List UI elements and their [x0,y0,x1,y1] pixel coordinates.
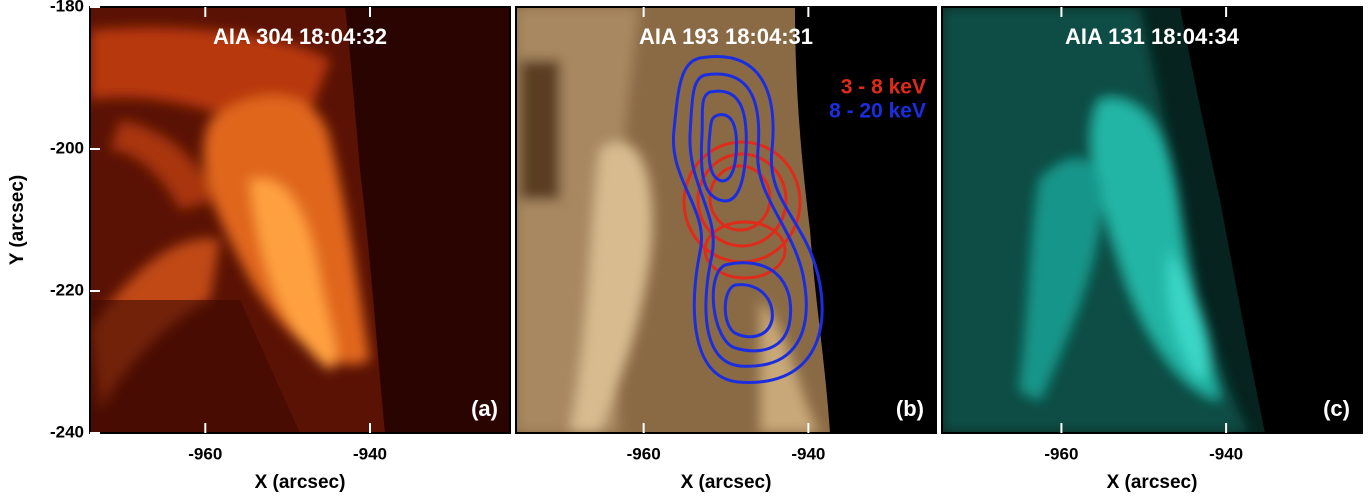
frames [89,6,1363,434]
image-aia193 [516,7,936,433]
contours [671,55,824,384]
contour [688,72,808,368]
frame [515,6,937,434]
x-tick-label: -960 [1044,444,1078,463]
frame [941,6,1363,434]
x-axis-label: X (arcsec) [1107,472,1198,493]
panel-title: AIA 131 18:04:34 [1065,24,1240,49]
image-aia304 [90,7,510,433]
contour [699,89,748,203]
y-axis-label: Y (arcsec) [7,175,28,266]
contour [696,152,788,248]
contour [703,220,787,280]
panel-label: (c) [1323,396,1350,421]
panel-title: AIA 304 18:04:32 [213,24,387,49]
panel-label: (b) [896,396,924,421]
panel-title: AIA 193 18:04:31 [639,24,813,49]
panel-label: (a) [471,396,498,421]
x-tick-label: -940 [353,444,387,463]
x-tick-label: -960 [188,444,222,463]
contour [723,283,774,339]
x-axis-label: X (arcsec) [255,472,346,493]
x-tick-label: -940 [791,444,825,463]
image-aia131 [942,7,1362,433]
legend-entry: 3 - 8 keV [841,76,926,99]
y-tick-label: -220 [50,280,84,299]
y-tick-label: -240 [50,422,84,441]
x-axis-label: X (arcsec) [681,472,772,493]
contour [671,55,824,384]
y-tick-label: -180 [50,0,84,15]
x-tick-label: -940 [1209,444,1243,463]
legend-entry: 8 - 20 keV [829,100,926,123]
frame [89,6,511,434]
y-tick-label: -200 [50,138,84,157]
contour [711,261,793,353]
x-tick-label: -960 [627,444,661,463]
contour [707,113,738,183]
